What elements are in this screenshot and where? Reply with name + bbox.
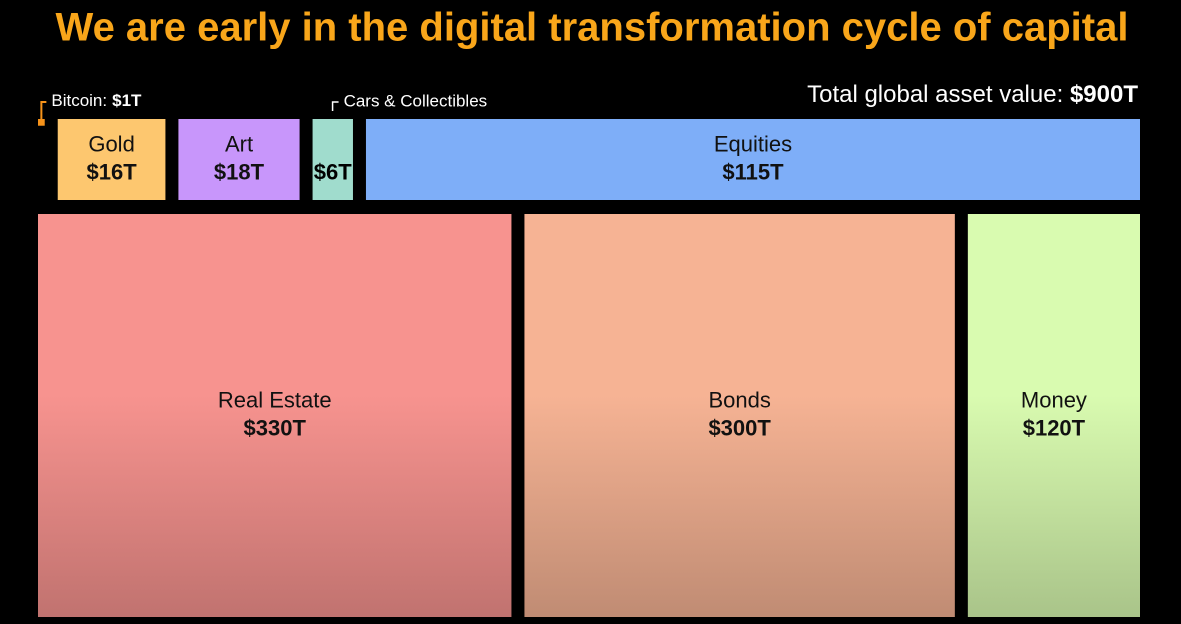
tile: [365, 119, 1140, 200]
value-label: $6T: [314, 159, 352, 184]
category-label: Money: [1021, 387, 1087, 412]
tile: [178, 119, 300, 200]
total-label: Total global asset value:: [807, 81, 1063, 108]
value-label: $330T: [244, 415, 307, 440]
value-label: $16T: [86, 159, 137, 184]
category-label: Bonds: [708, 387, 770, 412]
value-label: $120T: [1023, 415, 1086, 440]
tile: [38, 119, 45, 126]
category-label: Bitcoin:: [51, 91, 107, 110]
tile: [57, 119, 166, 200]
total: Total global asset value: $900T: [807, 81, 1138, 108]
tile: [967, 214, 1140, 617]
category-label: Art: [225, 131, 253, 156]
category-label: Real Estate: [218, 387, 332, 412]
chart-title: We are early in the digital transformati…: [56, 6, 1129, 50]
bracket: [331, 101, 339, 111]
tile: [524, 214, 955, 617]
tile: [312, 119, 353, 200]
bracket: [40, 101, 47, 119]
value-label: $18T: [214, 159, 265, 184]
total-value: $900T: [1070, 81, 1138, 108]
value-label: $115T: [722, 159, 784, 184]
tile: [38, 214, 512, 617]
category-label: Gold: [88, 131, 134, 156]
category-label: Equities: [714, 131, 792, 156]
tile-label: Bitcoin: $1T: [51, 91, 142, 110]
value-label: $1T: [112, 91, 142, 110]
value-label: $300T: [708, 415, 771, 440]
category-label: Cars & Collectibles: [344, 91, 488, 110]
